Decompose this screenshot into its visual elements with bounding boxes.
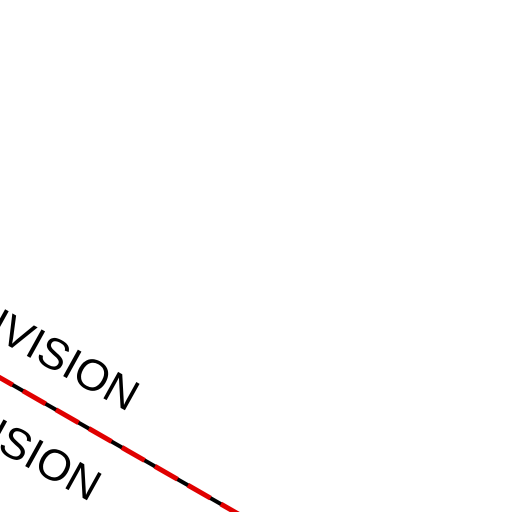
boundary-dash bbox=[0, 374, 240, 512]
boundary-line bbox=[0, 374, 240, 512]
